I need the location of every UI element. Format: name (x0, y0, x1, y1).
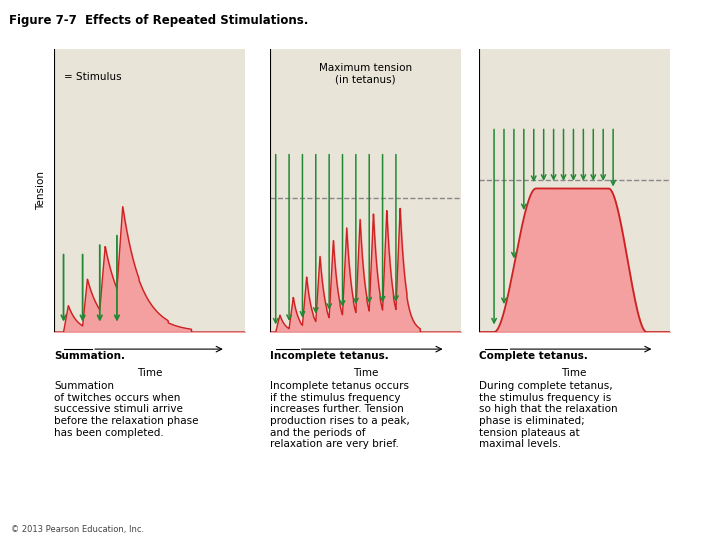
Text: © 2013 Pearson Education, Inc.: © 2013 Pearson Education, Inc. (11, 524, 144, 534)
Text: During complete tetanus,
the stimulus frequency is
so high that the relaxation
p: During complete tetanus, the stimulus fr… (479, 381, 618, 449)
Text: Time: Time (353, 368, 378, 378)
Text: Incomplete tetanus.: Incomplete tetanus. (270, 351, 389, 361)
Text: Incomplete tetanus occurs
if the stimulus frequency
increases further. Tension
p: Incomplete tetanus occurs if the stimulu… (270, 381, 410, 449)
Text: Tension: Tension (36, 171, 45, 210)
Text: Maximum tension
(in tetanus): Maximum tension (in tetanus) (319, 63, 412, 84)
Text: b: b (274, 341, 282, 350)
Text: Figure 7-7  Effects of Repeated Stimulations.: Figure 7-7 Effects of Repeated Stimulati… (9, 14, 308, 27)
Text: Time: Time (137, 368, 162, 378)
Text: a: a (58, 341, 66, 350)
Text: Summation.: Summation. (54, 351, 125, 361)
Text: Complete tetanus.: Complete tetanus. (479, 351, 588, 361)
Text: c: c (484, 341, 490, 350)
Text: Summation
of twitches occurs when
successive stimuli arrive
before the relaxatio: Summation of twitches occurs when succes… (54, 381, 199, 437)
Text: Time: Time (562, 368, 587, 378)
Text: = Stimulus: = Stimulus (63, 72, 121, 82)
